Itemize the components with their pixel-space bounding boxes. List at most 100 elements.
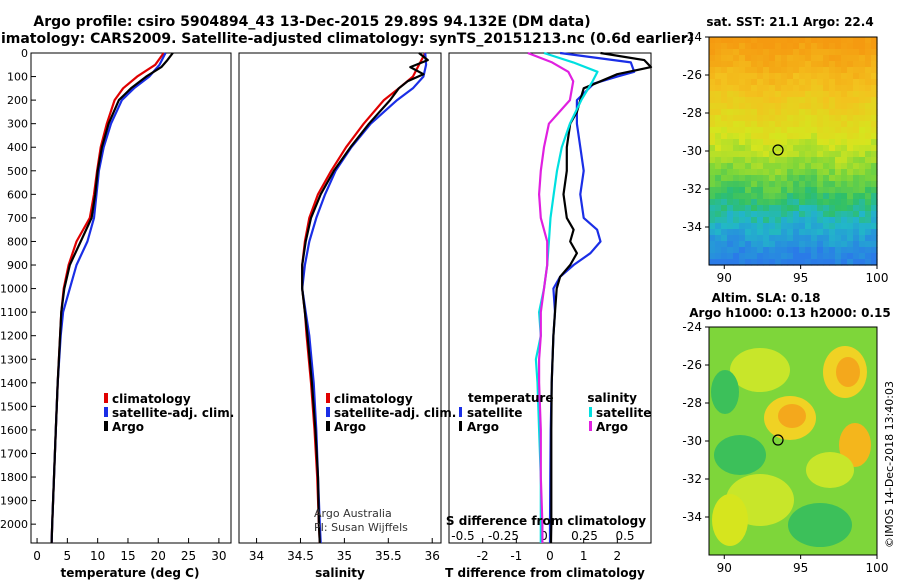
sst-cell xyxy=(751,79,758,86)
sst-cell xyxy=(751,85,758,92)
sst-cell xyxy=(865,79,872,86)
temperature-legend: climatology satellite-adj. clim. Argo xyxy=(104,392,234,434)
sst-cell xyxy=(787,67,794,74)
sst-cell xyxy=(805,133,812,140)
sst-cell xyxy=(847,37,854,44)
sst-cell xyxy=(709,175,716,182)
sst-cell xyxy=(757,121,764,128)
sst-cell xyxy=(817,145,824,152)
sst-cell xyxy=(769,37,776,44)
sst-cell xyxy=(757,223,764,230)
difference-legend: temperature satellite Argo salinity sate… xyxy=(459,391,651,434)
sst-cell xyxy=(727,67,734,74)
sst-cell xyxy=(811,145,818,152)
sst-cell xyxy=(865,49,872,56)
sst-cell xyxy=(757,157,764,164)
sst-cell xyxy=(709,37,716,44)
sst-cell xyxy=(787,169,794,176)
depth-tick-label: 800 xyxy=(7,235,28,248)
series-line-satellite-adj-clim- xyxy=(301,52,428,544)
sst-cell xyxy=(853,229,860,236)
sst-cell xyxy=(835,67,842,74)
sst-cell xyxy=(847,79,854,86)
sst-cell xyxy=(871,163,878,170)
x-tick-label: 35 xyxy=(337,549,352,563)
sst-cell xyxy=(853,193,860,200)
sst-cell xyxy=(733,235,740,242)
sst-cell xyxy=(727,205,734,212)
sst-cell xyxy=(709,205,716,212)
sst-cell xyxy=(787,217,794,224)
depth-tick-label: 500 xyxy=(7,165,28,178)
sst-cell xyxy=(865,115,872,122)
sst-cell xyxy=(763,175,770,182)
sst-cell xyxy=(847,169,854,176)
sst-cell xyxy=(799,115,806,122)
sst-cell xyxy=(775,157,782,164)
sst-cell xyxy=(847,43,854,50)
sst-cell xyxy=(829,181,836,188)
sst-cell xyxy=(811,169,818,176)
sst-cell xyxy=(793,145,800,152)
depth-tick-label: 600 xyxy=(7,188,28,201)
sst-cell xyxy=(763,205,770,212)
sst-cell xyxy=(781,43,788,50)
sst-cell xyxy=(799,109,806,116)
sst-cell xyxy=(841,109,848,116)
sst-cell xyxy=(817,163,824,170)
sst-cell xyxy=(829,157,836,164)
sst-cell xyxy=(751,193,758,200)
sst-cell xyxy=(871,121,878,128)
sla-blob xyxy=(730,348,790,392)
sst-cell xyxy=(757,43,764,50)
sst-cell xyxy=(841,115,848,122)
sst-cell xyxy=(793,109,800,116)
sst-cell xyxy=(793,205,800,212)
sst-cell xyxy=(865,43,872,50)
sst-cell xyxy=(871,133,878,140)
series-line-climatology xyxy=(301,52,427,544)
sst-cell xyxy=(739,139,746,146)
sst-cell xyxy=(835,103,842,110)
sst-cell xyxy=(805,151,812,158)
sst-cell xyxy=(823,193,830,200)
sst-cell xyxy=(751,211,758,218)
sst-cell xyxy=(841,151,848,158)
sst-cell xyxy=(721,187,728,194)
sst-cell xyxy=(865,103,872,110)
sst-cell xyxy=(841,223,848,230)
sst-cell xyxy=(793,97,800,104)
sst-cell xyxy=(781,241,788,248)
sst-cell xyxy=(769,253,776,260)
sst-cell xyxy=(859,163,866,170)
sst-cell xyxy=(835,43,842,50)
sst-cell xyxy=(721,175,728,182)
sst-cell xyxy=(739,157,746,164)
sst-cell xyxy=(805,157,812,164)
sst-cell xyxy=(853,67,860,74)
sst-cell xyxy=(847,205,854,212)
sst-cell xyxy=(721,43,728,50)
sst-cell xyxy=(811,43,818,50)
sst-cell xyxy=(799,133,806,140)
sst-cell xyxy=(859,85,866,92)
sst-cell xyxy=(841,139,848,146)
map-y-tick-label: -26 xyxy=(682,358,702,372)
sst-cell xyxy=(853,115,860,122)
sst-cell xyxy=(721,127,728,134)
sst-cell xyxy=(751,157,758,164)
map-x-tick-label: 100 xyxy=(866,271,889,285)
sst-cell xyxy=(787,235,794,242)
sst-cell xyxy=(745,205,752,212)
sst-cell xyxy=(781,247,788,254)
sst-cell xyxy=(829,127,836,134)
sst-cell xyxy=(799,187,806,194)
sst-cell xyxy=(733,193,740,200)
sla-blob xyxy=(714,435,766,475)
sst-cell xyxy=(709,73,716,80)
sst-cell xyxy=(739,49,746,56)
sst-cell xyxy=(745,211,752,218)
map-x-tick-label: 100 xyxy=(866,561,889,575)
sst-cell xyxy=(793,181,800,188)
sst-cell xyxy=(727,253,734,260)
